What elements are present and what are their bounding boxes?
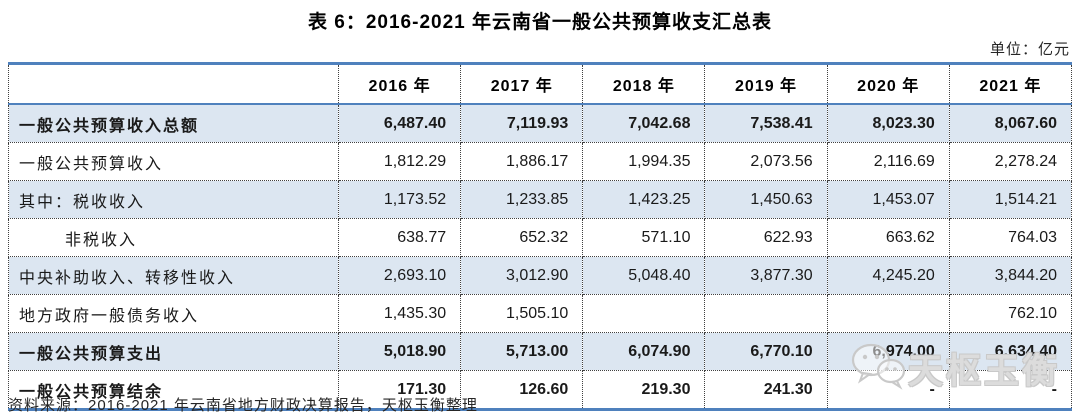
cell-value: 3,877.30 (704, 256, 828, 295)
cell-value (582, 294, 706, 333)
header-corner-cell (8, 63, 339, 105)
cell-value: 8,067.60 (948, 103, 1073, 143)
cell-value: 7,538.41 (704, 103, 828, 143)
cell-value: 6,634.40 (948, 332, 1073, 371)
table-row-tax-revenue: 其中：税收收入 1,173.52 1,233.85 1,423.25 1,450… (8, 180, 1073, 219)
table-row-central-transfer: 中央补助收入、转移性收入 2,693.10 3,012.90 5,048.40 … (8, 256, 1073, 295)
cell-value: 7,119.93 (460, 103, 584, 143)
cell-value: - (948, 370, 1073, 410)
table-row-budget-revenue: 一般公共预算收入 1,812.29 1,886.17 1,994.35 2,07… (8, 142, 1073, 181)
cell-value: 126.60 (460, 370, 584, 410)
header-year-2021: 2021 年 (948, 63, 1073, 105)
table-row-expenditure: 一般公共预算支出 5,018.90 5,713.00 6,074.90 6,77… (8, 332, 1073, 371)
cell-value: 6,974.00 (826, 332, 950, 371)
cell-value: 1,453.07 (826, 180, 950, 219)
unit-label: 单位：亿元 (989, 41, 1070, 58)
cell-value: 638.77 (337, 218, 462, 257)
cell-value: 5,713.00 (460, 332, 584, 371)
cell-value: 1,812.29 (337, 142, 462, 181)
cell-value: 241.30 (704, 370, 828, 410)
cell-value: 622.93 (704, 218, 828, 257)
cell-value: 2,693.10 (337, 256, 462, 295)
row-label: 地方政府一般债务收入 (8, 294, 339, 333)
table-row-nontax-revenue: 非税收入 638.77 652.32 571.10 622.93 663.62 … (8, 218, 1073, 257)
table-row-total-revenue: 一般公共预算收入总额 6,487.40 7,119.93 7,042.68 7,… (8, 103, 1073, 143)
header-year-2020: 2020 年 (826, 63, 950, 105)
cell-value: 6,770.10 (704, 332, 828, 371)
cell-value: 7,042.68 (582, 103, 706, 143)
row-label: 其中：税收收入 (8, 180, 339, 219)
cell-value: 1,450.63 (704, 180, 828, 219)
cell-value: 1,233.85 (460, 180, 584, 219)
cell-value: 5,048.40 (582, 256, 706, 295)
row-label: 一般公共预算收入 (8, 142, 339, 181)
cell-value: 3,844.20 (948, 256, 1073, 295)
cell-value: 4,245.20 (826, 256, 950, 295)
row-label: 非税收入 (8, 218, 339, 257)
cell-value: 663.62 (826, 218, 950, 257)
cell-value: 1,886.17 (460, 142, 584, 181)
row-label: 中央补助收入、转移性收入 (8, 256, 339, 295)
row-label: 一般公共预算结余 (8, 370, 339, 410)
header-year-2017: 2017 年 (460, 63, 584, 105)
cell-value (826, 294, 950, 333)
cell-value: 6,074.90 (582, 332, 706, 371)
cell-value: 764.03 (948, 218, 1073, 257)
header-year-2019: 2019 年 (704, 63, 828, 105)
cell-value (704, 294, 828, 333)
table-row-local-debt: 地方政府一般债务收入 1,435.30 1,505.10 762.10 (8, 294, 1073, 333)
header-year-2016: 2016 年 (337, 63, 462, 105)
cell-value: 219.30 (582, 370, 706, 410)
table-row-balance: 一般公共预算结余 171.30 126.60 219.30 241.30 - - (8, 370, 1073, 410)
cell-value: 1,505.10 (460, 294, 584, 333)
cell-value: 6,487.40 (337, 103, 462, 143)
cell-value: 3,012.90 (460, 256, 584, 295)
cell-value: 8,023.30 (826, 103, 950, 143)
row-label: 一般公共预算支出 (8, 332, 339, 371)
cell-value: 571.10 (582, 218, 706, 257)
cell-value: 1,435.30 (337, 294, 462, 333)
row-label: 一般公共预算收入总额 (8, 103, 339, 143)
cell-value: 171.30 (337, 370, 462, 410)
header-row: 2016 年 2017 年 2018 年 2019 年 2020 年 2021 … (8, 63, 1073, 105)
cell-value: 762.10 (948, 294, 1073, 333)
budget-summary-table: 2016 年 2017 年 2018 年 2019 年 2020 年 2021 … (8, 62, 1073, 411)
cell-value: - (826, 370, 950, 410)
cell-value: 1,994.35 (582, 142, 706, 181)
source-note: 资料来源：2016-2021 年云南省地方财政决算报告，天枢玉衡整理 (8, 397, 478, 414)
cell-value: 1,173.52 (337, 180, 462, 219)
cell-value: 1,514.21 (948, 180, 1073, 219)
header-year-2018: 2018 年 (582, 63, 706, 105)
cell-value: 2,278.24 (948, 142, 1073, 181)
cell-value: 5,018.90 (337, 332, 462, 371)
table-title: 表 6：2016-2021 年云南省一般公共预算收支汇总表 (308, 12, 772, 33)
cell-value: 652.32 (460, 218, 584, 257)
cell-value: 2,073.56 (704, 142, 828, 181)
cell-value: 1,423.25 (582, 180, 706, 219)
cell-value: 2,116.69 (826, 142, 950, 181)
